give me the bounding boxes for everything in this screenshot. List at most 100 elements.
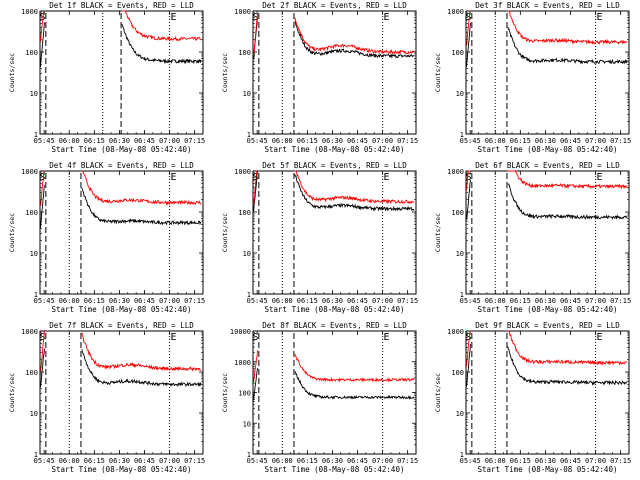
- x-tick-label: 07:00: [372, 137, 393, 145]
- x-tick-label: 07:00: [585, 457, 606, 465]
- x-tick-label: 07:15: [397, 297, 418, 305]
- y-axis-label: Counts/sec: [221, 53, 229, 92]
- y-tick-label: 10: [30, 90, 38, 98]
- start-marker: S: [465, 12, 471, 23]
- y-tick-label: 10: [30, 250, 38, 258]
- x-tick-label: 06:15: [84, 137, 105, 145]
- plot-frame: [39, 330, 204, 455]
- end-marker: E: [597, 12, 603, 23]
- x-axis-label: Start Time (08-May-08 05:42:40): [265, 305, 405, 314]
- plot-panel-det-5: Det 5f BLACK = Events, RED = LLD 1 10 100 10…: [221, 161, 418, 314]
- x-tick-label: 06:15: [84, 297, 105, 305]
- x-tick-label: 07:00: [585, 137, 606, 145]
- x-tick-label: 06:30: [109, 297, 130, 305]
- y-tick-label: 10: [243, 420, 251, 428]
- plot-title: Det 3f BLACK = Events, RED = LLD: [475, 1, 620, 10]
- end-marker: E: [171, 12, 177, 23]
- plot-panel-det-1: Det 1f BLACK = Events, RED = LLD 1 10 100 10…: [8, 1, 205, 154]
- x-tick-label: 06:15: [510, 297, 531, 305]
- y-axis-label: Counts/sec: [8, 373, 16, 412]
- x-axis-label: Start Time (08-May-08 05:42:40): [52, 465, 192, 474]
- end-marker: E: [597, 172, 603, 183]
- x-tick-label: 07:00: [372, 457, 393, 465]
- data-series-events-black: [40, 185, 202, 228]
- x-tick-label: 05:45: [34, 137, 55, 145]
- y-tick-label: 1: [247, 451, 251, 459]
- x-tick-label: 07:00: [585, 297, 606, 305]
- x-tick-label: 06:15: [297, 457, 318, 465]
- x-tick-label: 06:00: [59, 457, 80, 465]
- x-tick-label: 07:00: [159, 297, 180, 305]
- y-tick-label: 1: [34, 451, 38, 459]
- x-tick-label: 06:00: [272, 297, 293, 305]
- y-tick-label: 1000: [234, 8, 251, 16]
- data-series-lld-red: [40, 330, 202, 372]
- start-marker: S: [252, 332, 258, 343]
- y-axis-label: Counts/sec: [8, 213, 16, 252]
- x-tick-label: 06:45: [560, 457, 581, 465]
- x-axis-label: Start Time (08-May-08 05:42:40): [265, 465, 405, 474]
- plot-frame: [252, 170, 417, 295]
- plot-title: Det 6f BLACK = Events, RED = LLD: [475, 161, 620, 170]
- data-series-lld-red: [40, 170, 202, 207]
- data-series-events-black: [466, 344, 628, 387]
- start-marker: S: [252, 12, 258, 23]
- y-tick-label: 1: [460, 291, 464, 299]
- plot-frame: [252, 10, 417, 135]
- y-tick-label: 1000: [21, 8, 38, 16]
- plot-panel-det-2: Det 2f BLACK = Events, RED = LLD 1 10 100 10…: [221, 1, 418, 154]
- x-tick-label: 06:45: [134, 297, 155, 305]
- start-marker: S: [39, 12, 45, 23]
- x-axis-label: Start Time (08-May-08 05:42:40): [478, 465, 618, 474]
- x-tick-label: 06:00: [485, 137, 506, 145]
- plot-frame: [39, 170, 204, 295]
- x-tick-label: 06:00: [272, 137, 293, 145]
- y-tick-label: 1: [247, 131, 251, 139]
- data-series-lld-red: [466, 170, 628, 191]
- y-axis-label: Counts/sec: [221, 213, 229, 252]
- x-tick-label: 05:45: [460, 137, 481, 145]
- x-tick-label: 06:45: [347, 457, 368, 465]
- data-series-events-black: [40, 348, 202, 388]
- data-series-events-black: [40, 22, 202, 67]
- plot-panel-det-6: Det 6f BLACK = Events, RED = LLD 1 10 100 10…: [434, 161, 631, 314]
- plot-title: Det 5f BLACK = Events, RED = LLD: [262, 161, 407, 170]
- y-tick-label: 1000: [21, 168, 38, 176]
- x-axis-label: Start Time (08-May-08 05:42:40): [478, 305, 618, 314]
- y-tick-label: 100: [238, 209, 251, 217]
- x-axis-label: Start Time (08-May-08 05:42:40): [478, 145, 618, 154]
- x-tick-label: 06:45: [134, 137, 155, 145]
- y-axis-label: Counts/sec: [221, 373, 229, 412]
- y-axis-label: Counts/sec: [434, 373, 442, 412]
- plot-panel-det-8: Det 8f BLACK = Events, RED = LLD 1 10 100 10…: [221, 321, 418, 474]
- y-tick-label: 1000: [21, 328, 38, 336]
- y-tick-label: 1: [34, 131, 38, 139]
- y-tick-label: 10000: [230, 328, 251, 336]
- x-tick-label: 06:15: [510, 457, 531, 465]
- plot-panel-det-4: Det 4f BLACK = Events, RED = LLD 1 10 100 10…: [8, 161, 205, 314]
- x-tick-label: 06:30: [109, 457, 130, 465]
- x-tick-label: 06:15: [297, 137, 318, 145]
- plot-panel-det-3: Det 3f BLACK = Events, RED = LLD 1 10 100 10…: [434, 1, 631, 154]
- y-tick-label: 1000: [447, 168, 464, 176]
- x-tick-label: 07:15: [184, 457, 205, 465]
- x-tick-label: 06:00: [59, 137, 80, 145]
- x-tick-label: 05:45: [247, 457, 268, 465]
- plot-title: Det 2f BLACK = Events, RED = LLD: [262, 1, 407, 10]
- x-tick-label: 06:00: [485, 297, 506, 305]
- y-tick-label: 100: [25, 369, 38, 377]
- plot-title: Det 1f BLACK = Events, RED = LLD: [49, 1, 194, 10]
- data-series-events-black: [466, 179, 628, 221]
- x-tick-label: 05:45: [247, 137, 268, 145]
- data-series-events-black: [253, 170, 415, 213]
- y-tick-label: 10: [456, 90, 464, 98]
- y-tick-label: 1: [460, 131, 464, 139]
- start-marker: S: [252, 172, 258, 183]
- y-tick-label: 100: [25, 49, 38, 57]
- end-marker: E: [171, 172, 177, 183]
- y-tick-label: 10: [30, 410, 38, 418]
- plot-frame: [465, 10, 630, 135]
- y-axis-label: Counts/sec: [434, 53, 442, 92]
- y-tick-label: 10: [456, 410, 464, 418]
- plot-frame: [465, 170, 630, 295]
